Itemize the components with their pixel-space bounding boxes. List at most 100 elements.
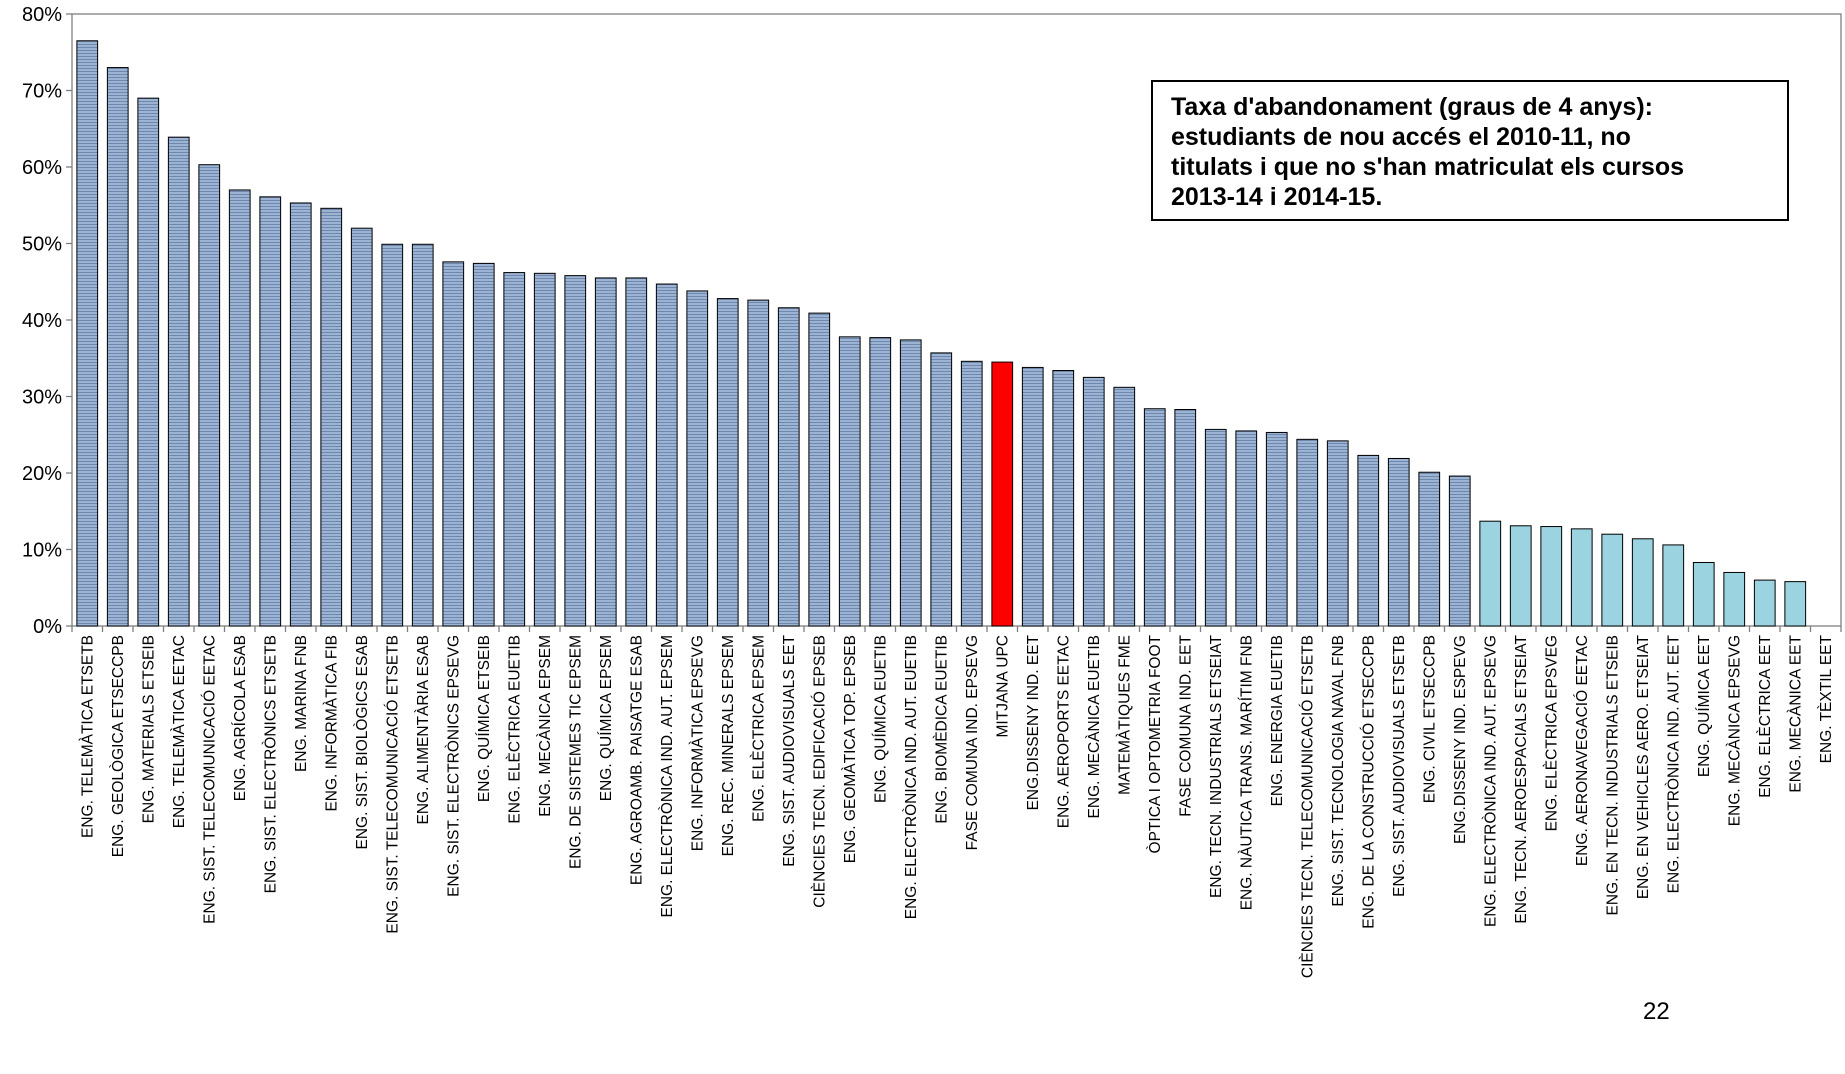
bar bbox=[1357, 454, 1380, 627]
bar bbox=[76, 40, 99, 627]
x-tick-label: MITJANA UPC bbox=[994, 635, 1011, 737]
bar bbox=[1570, 528, 1593, 627]
x-tick-label: ENG. TELEMÀTICA EETAC bbox=[171, 635, 188, 828]
x-tick-label: ENG. MECÀNICA EPSEVG bbox=[1726, 635, 1743, 826]
bar bbox=[991, 361, 1014, 627]
x-tick-label: ENG. MECÀNICA EET bbox=[1787, 634, 1804, 792]
bar bbox=[564, 275, 587, 627]
annotation-line-4: 2013-14 i 2014-15. bbox=[1171, 183, 1383, 211]
bar bbox=[716, 298, 739, 627]
x-tick-label: ENG. BIOMÈDICA EUETIB bbox=[933, 635, 950, 824]
x-tick-label: ENG. SIST. TELECOMUNICACIÓ ETSETB bbox=[384, 635, 401, 934]
x-tick-label: ENG. MARINA FNB bbox=[293, 635, 310, 772]
x-tick-label: ENG. SIST. AUDIOVISUALS EET bbox=[781, 634, 798, 866]
bar bbox=[137, 97, 160, 627]
bar bbox=[838, 336, 861, 627]
x-tick-label: ENG. ELECTRÒNICA IND. AUT. EPSEM bbox=[659, 635, 676, 918]
x-tick-label: ENG. ALIMENTÀRIA ESAB bbox=[415, 635, 432, 825]
bar bbox=[1113, 386, 1136, 627]
x-tick-label: ENG. ENERGIA EUETIB bbox=[1269, 635, 1286, 806]
x-tick-label: ENG. NÀUTICA TRANS. MARÍTIM FNB bbox=[1238, 635, 1255, 910]
x-tick-label: ENG. QUÍMICA EUETIB bbox=[872, 635, 889, 803]
x-tick-label: ENG. REC. MINERALS EPSEM bbox=[720, 635, 737, 856]
bar bbox=[1601, 533, 1624, 627]
x-tick-label: ENG. SIST. AUDIOVISUALS ETSETB bbox=[1391, 635, 1408, 897]
x-tick-label: ENG. AEROPORTS EETAC bbox=[1055, 635, 1072, 828]
x-tick-label: ENG. AERONAVEGACIÓ EETAC bbox=[1574, 635, 1591, 866]
x-tick-label: ENG. ELÈCTRICA EPSVEG bbox=[1543, 635, 1560, 831]
bar bbox=[381, 243, 404, 627]
bar bbox=[289, 202, 312, 627]
y-tick-label: 20% bbox=[22, 463, 62, 485]
x-tick-label: ENG. TÈXTIL EET bbox=[1818, 634, 1835, 763]
bar bbox=[808, 312, 831, 627]
y-tick-label: 60% bbox=[22, 157, 62, 179]
y-tick-label: 50% bbox=[22, 234, 62, 256]
x-tick-label: ENG. INFORMÀTICA EPSEVG bbox=[689, 635, 706, 851]
bar bbox=[1082, 376, 1105, 627]
bar bbox=[1662, 544, 1685, 627]
bar bbox=[1479, 520, 1502, 627]
y-tick-label: 30% bbox=[22, 387, 62, 409]
x-tick-label: ENG. MECÀNICA EPSEM bbox=[537, 635, 554, 817]
x-tick-label: ENG. EN TECN. INDUSTRIALS ETSEIB bbox=[1604, 635, 1621, 916]
x-tick-label: ENG.DISSENY IND. EET bbox=[1025, 634, 1042, 810]
bar bbox=[1204, 428, 1227, 627]
x-tick-label: ENG. ELECTRÒNICA IND. AUT. EET bbox=[1665, 634, 1682, 893]
bar bbox=[320, 207, 343, 627]
bar bbox=[1235, 430, 1258, 627]
bar bbox=[198, 164, 221, 627]
x-tick-label: MATEMÀTIQUES FME bbox=[1116, 635, 1133, 795]
x-tick-label: ENG. MECÀNICA EUETIB bbox=[1086, 635, 1103, 818]
bar bbox=[1753, 579, 1776, 627]
x-tick-label: ENG. ELECTRÒNICA IND. AUT. EPSEVG bbox=[1482, 635, 1499, 927]
bar bbox=[655, 283, 678, 627]
bar bbox=[1265, 431, 1288, 627]
bar bbox=[1631, 538, 1654, 627]
annotation-box: Taxa d'abandonament (graus de 4 anys): e… bbox=[1151, 80, 1789, 221]
bar bbox=[472, 262, 495, 627]
bar bbox=[1296, 438, 1319, 627]
x-tick-label: ENG. QUÍMICA EET bbox=[1696, 634, 1713, 777]
x-tick-label: ENG. ELÈCTRICA EUETIB bbox=[506, 635, 523, 824]
x-tick-label: ENG. ELECTRÒNICA IND. AUT. EUETIB bbox=[903, 635, 920, 919]
bar bbox=[1326, 440, 1349, 627]
x-tick-label: ENG. ELÈCTRICA EET bbox=[1757, 634, 1774, 797]
bar bbox=[869, 337, 892, 627]
x-tick-label: ENG. TECN. INDUSTRIALS ETSEIAT bbox=[1208, 634, 1225, 898]
x-tick-label: ENG. INFORMÀTICA FIB bbox=[323, 635, 340, 812]
annotation-line-2: estudiants de nou accés el 2010-11, no bbox=[1171, 123, 1631, 151]
bar bbox=[533, 272, 556, 627]
bar bbox=[411, 243, 434, 627]
bar bbox=[1509, 525, 1532, 627]
x-tick-label: ÒPTICA I OPTOMETRIA FOOT bbox=[1147, 634, 1164, 853]
x-tick-label: ENG. SIST. BIOLÒGICS ESAB bbox=[354, 635, 371, 849]
bar bbox=[777, 307, 800, 627]
page-number: 22 bbox=[1643, 998, 1670, 1025]
x-tick-label: ENG. SIST. TELECOMUNICACIÓ EETAC bbox=[201, 635, 218, 924]
bar bbox=[625, 277, 648, 627]
bar bbox=[747, 299, 770, 627]
x-tick-label: ENG. ELÈCTRICA EPSEM bbox=[750, 635, 767, 822]
bar bbox=[930, 352, 953, 627]
bar bbox=[1723, 571, 1746, 627]
bar bbox=[686, 290, 709, 627]
x-tick-label: ENG. GEOMÀTICA TOP. EPSEB bbox=[842, 635, 859, 863]
bar bbox=[106, 67, 129, 627]
x-tick-label: ENG. SIST. TECNOLOGIA NAVAL FNB bbox=[1330, 635, 1347, 907]
x-tick-label: ENG. GEOLÒGICA ETSECCPB bbox=[110, 635, 127, 857]
bar bbox=[1448, 475, 1471, 627]
x-tick-label: FASE COMUNA IND. EPSEVG bbox=[964, 635, 981, 850]
bar bbox=[350, 227, 373, 627]
x-tick-label: ENG. DE LA CONSTRUCCIÓ ETSECCPB bbox=[1360, 635, 1377, 929]
bar bbox=[594, 277, 617, 627]
bar bbox=[503, 272, 526, 627]
x-tick-label: CIÈNCIES TECN. TELECOMUNICACIÓ ETSETB bbox=[1299, 635, 1316, 978]
bar bbox=[1174, 409, 1197, 627]
x-tick-label: ENG. TELEMÀTICA ETSETB bbox=[79, 635, 96, 838]
bar bbox=[259, 196, 282, 627]
x-tick-label: ENG. DE SISTEMES TIC EPSEM bbox=[567, 635, 584, 869]
y-tick-label: 80% bbox=[22, 4, 62, 26]
x-tick-label: FASE COMUNA IND. EET bbox=[1177, 634, 1194, 816]
